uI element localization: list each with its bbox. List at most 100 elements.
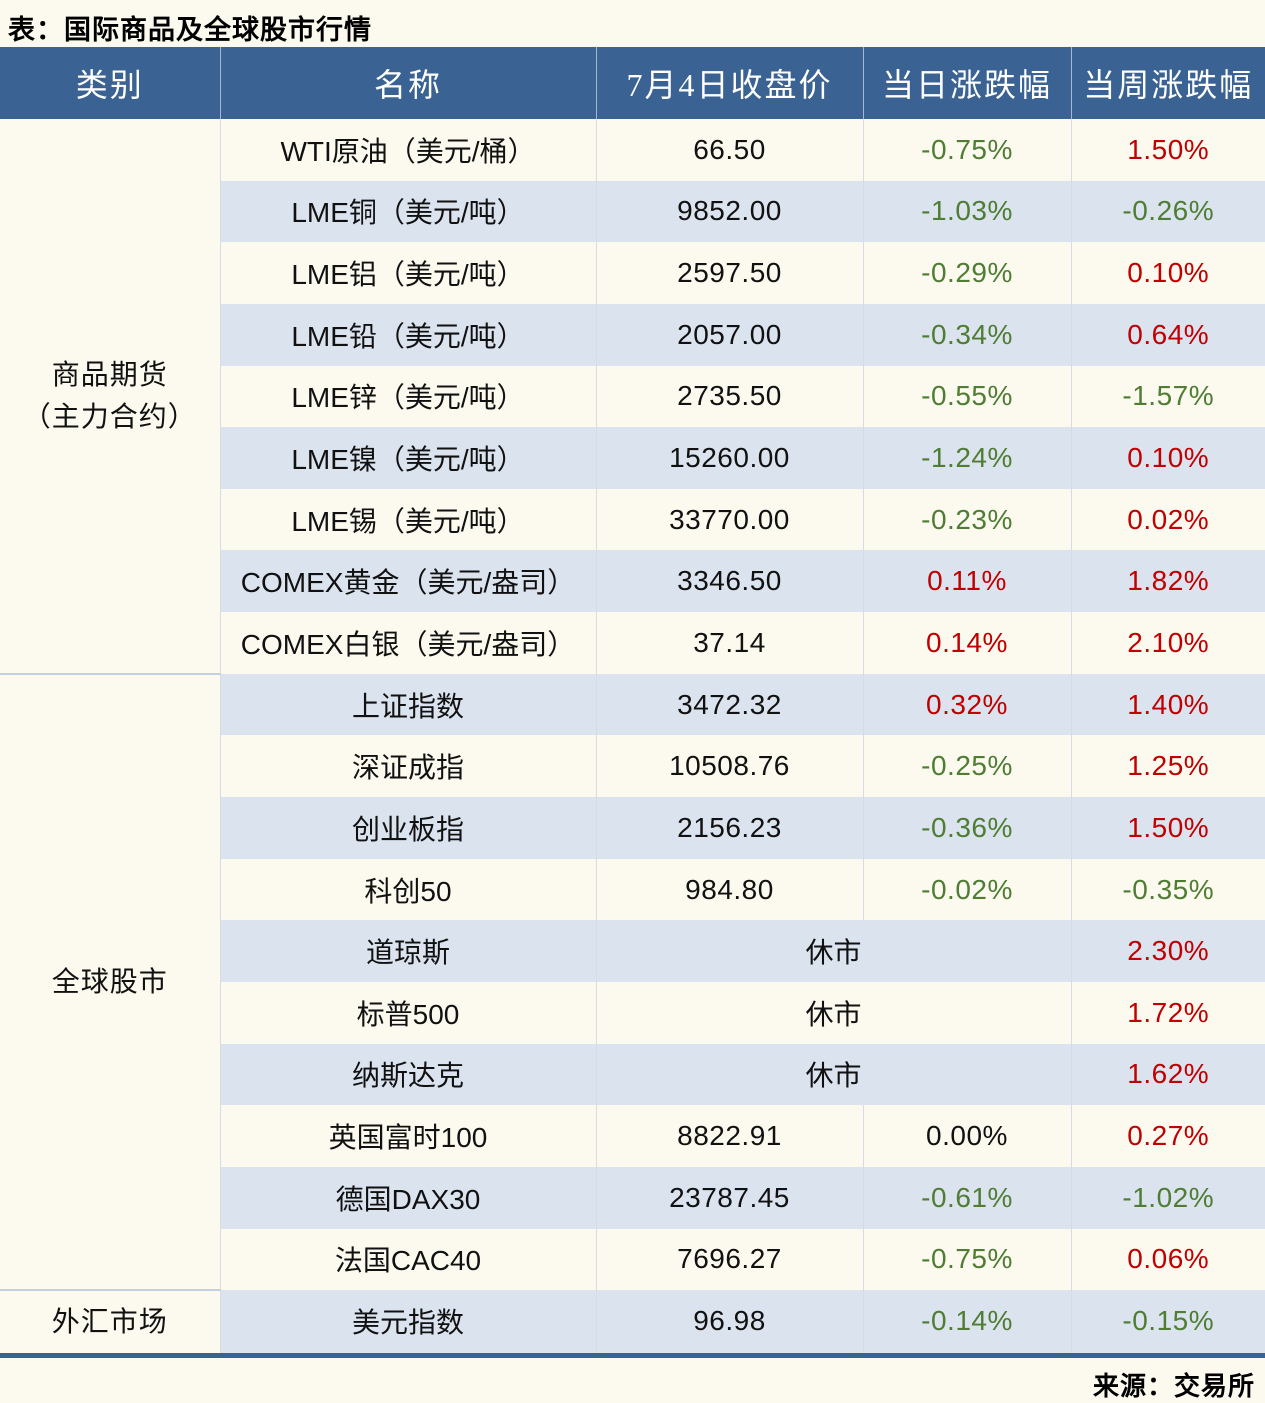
name-cell: WTI原油（美元/桶）	[220, 119, 597, 181]
header-close-price: 7月4日收盘价	[596, 47, 864, 119]
close-price-cell: 33770.00	[596, 488, 864, 551]
name-cell: LME镍（美元/吨）	[220, 427, 597, 489]
header-weekly-change: 当周涨跌幅	[1071, 47, 1265, 119]
daily-change-cell: -0.36%	[863, 797, 1072, 859]
weekly-change-cell: -0.26%	[1071, 180, 1265, 243]
table-row: LME锌（美元/吨） 2735.50 -0.55% -1.57%	[0, 365, 1265, 428]
daily-change-cell: -0.55%	[863, 365, 1072, 428]
weekly-change-cell: 1.82%	[1071, 550, 1265, 613]
daily-change-cell: 0.32%	[863, 673, 1072, 736]
daily-change-cell: 0.14%	[863, 612, 1072, 674]
close-price-cell: 37.14	[596, 612, 864, 674]
table-row: COMEX白银（美元/盎司） 37.14 0.14% 2.10%	[0, 612, 1265, 674]
table-row: 道琼斯 休市 2.30%	[0, 920, 1265, 982]
name-cell: COMEX黄金（美元/盎司）	[220, 550, 597, 613]
table-row: 纳斯达克 休市 1.62%	[0, 1043, 1265, 1106]
name-cell: 法国CAC40	[220, 1228, 597, 1291]
market-closed-cell: 休市	[596, 920, 1072, 982]
table-row: 商品期货 （主力合约） WTI原油（美元/桶） 66.50 -0.75% 1.50%	[0, 119, 1265, 674]
weekly-change-cell: -1.57%	[1071, 365, 1265, 428]
table-row: 全球股市 上证指数 3472.32 0.32% 1.40%	[0, 672, 1265, 1291]
daily-change-cell: -1.24%	[863, 427, 1072, 489]
close-price-cell: 96.98	[596, 1290, 864, 1353]
name-cell: LME锡（美元/吨）	[220, 488, 597, 551]
market-closed-cell: 休市	[596, 981, 1072, 1044]
weekly-change-cell: -0.15%	[1071, 1290, 1265, 1353]
name-cell: LME锌（美元/吨）	[220, 365, 597, 428]
daily-change-cell: -0.23%	[863, 488, 1072, 551]
daily-change-cell: -0.02%	[863, 858, 1072, 921]
name-cell: 纳斯达克	[220, 1043, 597, 1106]
close-price-cell: 8822.91	[596, 1105, 864, 1167]
category-line: 全球股市	[51, 965, 168, 997]
weekly-change-cell: 1.62%	[1071, 1043, 1265, 1106]
close-price-cell: 984.80	[596, 858, 864, 921]
table-row: 创业板指 2156.23 -0.36% 1.50%	[0, 797, 1265, 859]
name-cell: 美元指数	[220, 1290, 597, 1353]
daily-change-cell: 0.00%	[863, 1105, 1072, 1167]
close-price-cell: 66.50	[596, 119, 864, 181]
header-row: 类别 名称 7月4日收盘价 当日涨跌幅 当周涨跌幅	[0, 47, 1265, 119]
weekly-change-cell: -1.02%	[1071, 1166, 1265, 1229]
close-price-cell: 3472.32	[596, 673, 864, 736]
table-row: LME铝（美元/吨） 2597.50 -0.29% 0.10%	[0, 242, 1265, 304]
weekly-change-cell: 0.02%	[1071, 488, 1265, 551]
name-cell: LME铅（美元/吨）	[220, 303, 597, 366]
weekly-change-cell: 1.72%	[1071, 981, 1265, 1044]
name-cell: COMEX白银（美元/盎司）	[220, 612, 597, 674]
table-body: 商品期货 （主力合约） WTI原油（美元/桶） 66.50 -0.75% 1.50% LME…	[0, 119, 1265, 1353]
name-cell: 科创50	[220, 858, 597, 921]
close-price-cell: 23787.45	[596, 1166, 864, 1229]
table-row: 外汇市场 美元指数 96.98 -0.14% -0.15%	[0, 1289, 1265, 1353]
table-row: LME铅（美元/吨） 2057.00 -0.34% 0.64%	[0, 303, 1265, 366]
table-row: 深证成指 10508.76 -0.25% 1.25%	[0, 735, 1265, 798]
weekly-change-cell: -0.35%	[1071, 858, 1265, 921]
daily-change-cell: -0.25%	[863, 735, 1072, 798]
name-cell: 标普500	[220, 981, 597, 1044]
table-row: LME铜（美元/吨） 9852.00 -1.03% -0.26%	[0, 180, 1265, 243]
table-header: 类别 名称 7月4日收盘价 当日涨跌幅 当周涨跌幅	[0, 47, 1265, 119]
weekly-change-cell: 0.06%	[1071, 1228, 1265, 1291]
header-category: 类别	[0, 47, 221, 119]
weekly-change-cell: 1.40%	[1071, 673, 1265, 736]
table-row: 标普500 休市 1.72%	[0, 981, 1265, 1044]
category-cell: 商品期货 （主力合约）	[0, 119, 221, 674]
name-cell: LME铝（美元/吨）	[220, 242, 597, 304]
close-price-cell: 2156.23	[596, 797, 864, 859]
close-price-cell: 9852.00	[596, 180, 864, 243]
daily-change-cell: -0.29%	[863, 242, 1072, 304]
name-cell: 德国DAX30	[220, 1166, 597, 1229]
page-title: 表：国际商品及全球股市行情	[8, 15, 372, 45]
header-name: 名称	[220, 47, 597, 119]
daily-change-cell: -0.61%	[863, 1166, 1072, 1229]
close-price-cell: 2057.00	[596, 303, 864, 366]
table-row: 法国CAC40 7696.27 -0.75% 0.06%	[0, 1228, 1265, 1291]
source-label: 来源：交易所	[1092, 1370, 1255, 1401]
daily-change-cell: -0.75%	[863, 1228, 1072, 1291]
weekly-change-cell: 0.27%	[1071, 1105, 1265, 1167]
name-cell: 深证成指	[220, 735, 597, 798]
header-daily-change: 当日涨跌幅	[863, 47, 1072, 119]
category-line: 外汇市场	[51, 1305, 168, 1337]
category-cell: 全球股市	[0, 672, 221, 1291]
daily-change-cell: -1.03%	[863, 180, 1072, 243]
close-price-cell: 7696.27	[596, 1228, 864, 1291]
weekly-change-cell: 2.30%	[1071, 920, 1265, 982]
table-row: LME锡（美元/吨） 33770.00 -0.23% 0.02%	[0, 488, 1265, 551]
weekly-change-cell: 0.64%	[1071, 303, 1265, 366]
close-price-cell: 10508.76	[596, 735, 864, 798]
table-row: 英国富时100 8822.91 0.00% 0.27%	[0, 1105, 1265, 1167]
name-cell: 创业板指	[220, 797, 597, 859]
weekly-change-cell: 2.10%	[1071, 612, 1265, 674]
table-row: COMEX黄金（美元/盎司） 3346.50 0.11% 1.82%	[0, 550, 1265, 613]
weekly-change-cell: 0.10%	[1071, 427, 1265, 489]
close-price-cell: 15260.00	[596, 427, 864, 489]
name-cell: LME铜（美元/吨）	[220, 180, 597, 243]
category-cell: 外汇市场	[0, 1289, 221, 1353]
weekly-change-cell: 1.50%	[1071, 119, 1265, 181]
category-line: （主力合约）	[22, 400, 197, 432]
close-price-cell: 2735.50	[596, 365, 864, 428]
weekly-change-cell: 1.25%	[1071, 735, 1265, 798]
name-cell: 上证指数	[220, 673, 597, 736]
table-row: 科创50 984.80 -0.02% -0.35%	[0, 858, 1265, 921]
